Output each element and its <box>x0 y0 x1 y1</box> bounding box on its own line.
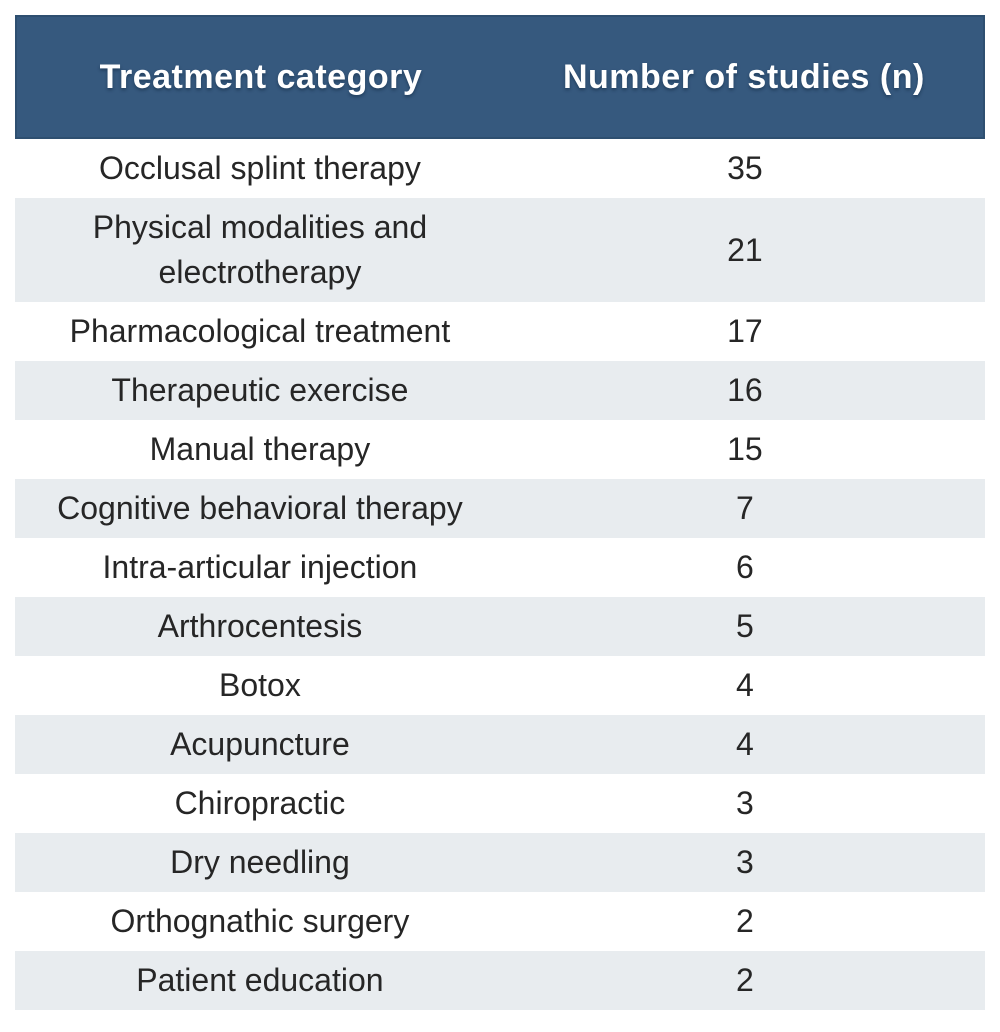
count-cell: 3 <box>736 844 754 880</box>
table-row: Patient education 2 <box>15 951 985 1010</box>
count-cell: 2 <box>736 962 754 998</box>
category-cell: Pharmacological treatment <box>69 313 451 349</box>
category-cell: Occlusal splint therapy <box>98 150 421 186</box>
table-row: Occlusal splint therapy 35 <box>15 139 985 198</box>
studies-table: Treatment category Number of studies (n)… <box>15 15 985 1010</box>
count-cell: 3 <box>736 785 754 821</box>
category-cell: Orthognathic surgery <box>110 903 410 939</box>
count-cell: 4 <box>736 667 754 703</box>
table-row: Orthognathic surgery 2 <box>15 892 985 951</box>
count-cell: 35 <box>727 150 763 186</box>
category-cell: Botox <box>219 667 301 703</box>
count-cell: 5 <box>736 608 754 644</box>
category-cell: Therapeutic exercise <box>111 372 409 408</box>
count-cell: 7 <box>736 490 754 526</box>
category-cell: Manual therapy <box>149 431 371 467</box>
table-row: Therapeutic exercise 16 <box>15 361 985 420</box>
count-cell: 17 <box>727 313 763 349</box>
table-row: Chiropractic 3 <box>15 774 985 833</box>
table-header-row: Treatment category Number of studies (n) <box>15 15 985 139</box>
table-row: Physical modalities and electrotherapy 2… <box>15 198 985 302</box>
count-cell: 4 <box>736 726 754 762</box>
count-cell: 16 <box>727 372 763 408</box>
table-row: Arthrocentesis 5 <box>15 597 985 656</box>
column-header-number-of-studies: Number of studies (n) <box>562 57 925 96</box>
category-cell: Cognitive behavioral therapy <box>57 490 463 526</box>
table-row: Cognitive behavioral therapy 7 <box>15 479 985 538</box>
table-row: Pharmacological treatment 17 <box>15 302 985 361</box>
category-cell: Dry needling <box>170 844 350 880</box>
column-header-treatment-category: Treatment category <box>99 57 423 96</box>
count-cell: 6 <box>736 549 754 585</box>
category-cell: Arthrocentesis <box>157 608 363 644</box>
count-cell: 21 <box>727 231 763 268</box>
count-cell: 15 <box>727 431 763 467</box>
category-cell: Physical modalities and electrotherapy <box>92 209 428 290</box>
table-row: Dry needling 3 <box>15 833 985 892</box>
table-row: Botox 4 <box>15 656 985 715</box>
category-cell: Intra-articular injection <box>102 549 418 585</box>
table-row: Manual therapy 15 <box>15 420 985 479</box>
category-cell: Acupuncture <box>170 726 350 762</box>
category-cell: Patient education <box>136 962 384 998</box>
table-row: Acupuncture 4 <box>15 715 985 774</box>
category-cell: Chiropractic <box>174 785 346 821</box>
count-cell: 2 <box>736 903 754 939</box>
table-row: Intra-articular injection 6 <box>15 538 985 597</box>
